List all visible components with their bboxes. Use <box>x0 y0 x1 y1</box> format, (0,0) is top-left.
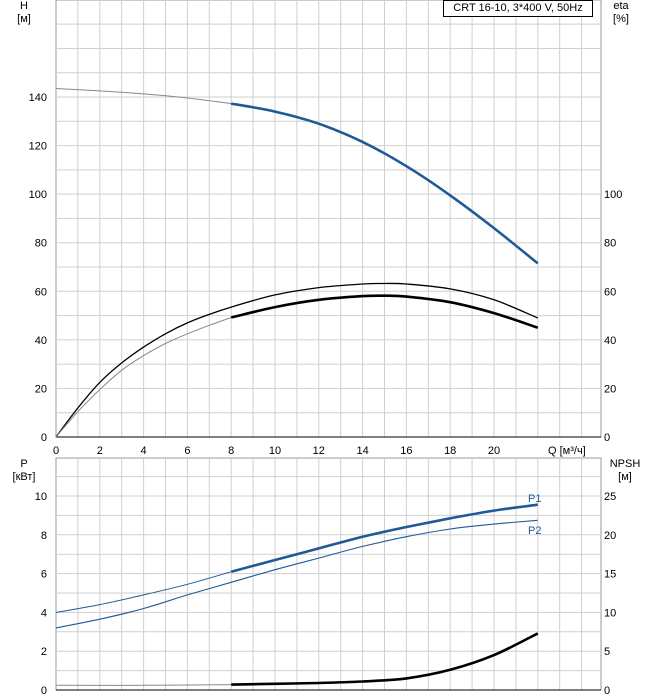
top-left-axis-unit: [м] <box>17 13 31 25</box>
top-right-axis-label: eta <box>613 0 629 12</box>
bottom-right-tick-label: 0 <box>604 685 610 697</box>
x-tick-label: 18 <box>444 445 456 457</box>
x-tick-label: 8 <box>228 445 234 457</box>
x-tick-label: 12 <box>313 445 325 457</box>
head-curve <box>230 102 539 265</box>
x-axis-label: Q [м³/ч] <box>548 445 586 457</box>
bottom-left-axis-unit: [кВт] <box>13 471 36 483</box>
top-left-tick-label: 100 <box>29 189 47 201</box>
series-label-p1: P1 <box>528 493 541 505</box>
top-right-tick-label: 20 <box>604 383 616 395</box>
top-right-axis-unit: [%] <box>613 13 629 25</box>
bottom-right-axis-label: NPSH <box>610 458 641 470</box>
top-panel-grid <box>55 0 602 438</box>
curves-layer <box>55 88 539 686</box>
efficiency-p-curve-thin <box>55 317 232 438</box>
series-label-p2: P2 <box>528 525 541 537</box>
bottom-panel-grid <box>55 457 602 691</box>
bottom-left-tick-label: 0 <box>41 685 47 697</box>
bottom-left-axis-label: P <box>20 458 27 470</box>
top-right-tick-label: 60 <box>604 286 616 298</box>
top-right-tick-label: 100 <box>604 189 622 201</box>
efficiency-p-curve <box>230 294 539 329</box>
bottom-right-axis-unit: [м] <box>618 471 632 483</box>
top-right-tick-label: 0 <box>604 432 610 444</box>
top-left-tick-label: 0 <box>41 432 47 444</box>
tick-labels-layer: 0 2 4 6 8 10 12 14 16 18 2002040608010012014002040… <box>29 92 623 697</box>
top-left-tick-label: 60 <box>35 286 47 298</box>
bottom-right-tick-label: 5 <box>604 646 610 658</box>
p1-curve <box>230 503 538 573</box>
x-tick-label: 10 <box>269 445 281 457</box>
top-left-tick-label: 120 <box>29 141 47 153</box>
chart-title-box: CRT 16-10, 3*400 V, 50Hz <box>443 0 593 17</box>
top-left-tick-label: 80 <box>35 238 47 250</box>
bottom-left-tick-label: 4 <box>41 607 47 619</box>
x-tick-label: 14 <box>356 445 368 457</box>
x-tick-label: 20 <box>488 445 500 457</box>
bottom-right-tick-label: 25 <box>604 491 616 503</box>
head-curve-thin <box>55 88 232 105</box>
top-left-axis-label: H <box>20 0 28 12</box>
top-right-tick-label: 40 <box>604 335 616 347</box>
efficiency-curve <box>55 282 539 438</box>
top-left-tick-label: 20 <box>35 383 47 395</box>
x-tick-label: 4 <box>141 445 147 457</box>
top-left-tick-label: 140 <box>29 92 47 104</box>
x-tick-label: 16 <box>400 445 412 457</box>
top-left-tick-label: 40 <box>35 335 47 347</box>
bottom-left-tick-label: 8 <box>41 530 47 542</box>
npsh-curve-thin <box>55 684 232 686</box>
bottom-left-tick-label: 2 <box>41 646 47 658</box>
x-tick-label: 0 <box>53 445 59 457</box>
bottom-right-tick-label: 15 <box>604 569 616 581</box>
x-tick-label: 2 <box>97 445 103 457</box>
bottom-right-tick-label: 20 <box>604 530 616 542</box>
npsh-curve <box>231 632 539 686</box>
p2-curve <box>55 519 538 629</box>
bottom-left-tick-label: 10 <box>35 491 47 503</box>
bottom-left-tick-label: 6 <box>41 569 47 581</box>
top-right-tick-label: 80 <box>604 238 616 250</box>
x-tick-label: 6 <box>184 445 190 457</box>
bottom-right-tick-label: 10 <box>604 607 616 619</box>
p1-curve-thin <box>55 571 232 613</box>
